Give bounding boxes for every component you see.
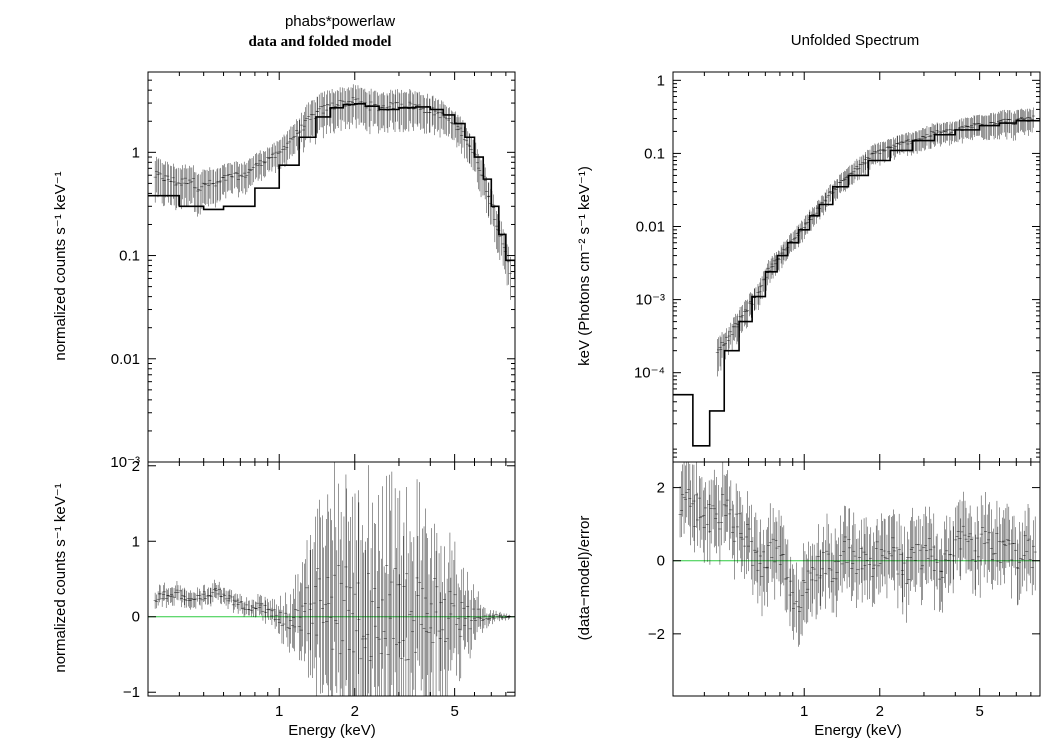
right-top-ytick-label: 0.01	[636, 219, 665, 236]
left-title: phabs*powerlaw	[285, 13, 395, 30]
left-bottom-xtick-label: 1	[275, 703, 283, 720]
right-top-ytick-label: 0.1	[644, 145, 665, 162]
right-top-ytick-label: 1	[657, 72, 665, 89]
right-bottom-panel: 2 0 −2 1 2 5	[648, 461, 1041, 720]
left-bottom-ytick-label: 1	[132, 533, 140, 550]
left-bottom-xtick-label: 2	[351, 703, 359, 720]
left-top-ytick-label: 1	[132, 144, 140, 161]
right-top-plot-area	[673, 107, 1040, 447]
folded-model-line	[148, 103, 515, 279]
right-bottom-xtick-label: 5	[975, 703, 983, 720]
left-top-panel: 1 0.1 0.01 10⁻³	[110, 71, 516, 471]
left-top-ytick-label: 0.01	[111, 351, 140, 368]
right-bottom-ytick-label: −2	[648, 626, 665, 643]
unfolded-model-line	[673, 118, 1040, 447]
right-bottom-plot-area	[673, 462, 1040, 647]
right-top-ylabel: keV (Photons cm⁻² s⁻¹ keV⁻¹)	[576, 166, 593, 366]
right-bottom-ylabel: (data−model)/error	[576, 516, 593, 641]
left-bottom-ylabel: normalized counts s⁻¹ keV⁻¹	[52, 483, 69, 672]
right-bottom-frame	[672, 461, 1041, 697]
right-bottom-xtick-label: 1	[800, 703, 808, 720]
left-top-ylabel: normalized counts s⁻¹ keV⁻¹	[52, 171, 69, 360]
left-bottom-ytick-label: 2	[132, 458, 140, 475]
left-bottom-ytick-label: −1	[123, 684, 140, 701]
right-bottom-ytick-label: 0	[657, 553, 665, 570]
left-top-ytick-label: 10⁻³	[110, 454, 140, 471]
left-bottom-xtick-label: 5	[450, 703, 458, 720]
right-top-ytick-label: 10⁻³	[635, 292, 665, 309]
right-xlabel: Energy (keV)	[814, 722, 902, 739]
left-subtitle: data and folded model	[249, 34, 392, 50]
right-top-panel: 1 0.1 0.01 10⁻³ 10⁻⁴	[634, 71, 1041, 463]
left-bottom-plot-area	[148, 462, 515, 696]
left-bottom-frame	[147, 461, 516, 697]
right-title: Unfolded Spectrum	[791, 32, 919, 49]
right-top-ytick-label: 10⁻⁴	[634, 365, 665, 382]
left-top-plot-area	[148, 84, 515, 300]
right-bottom-xtick-label: 2	[876, 703, 884, 720]
left-bottom-panel: 2 1 0 −1 1 2 5	[123, 458, 516, 720]
left-xlabel: Energy (keV)	[288, 722, 376, 739]
left-top-ytick-label: 0.1	[119, 248, 140, 265]
left-bottom-ytick-label: 0	[132, 609, 140, 626]
right-bottom-ytick-label: 2	[657, 480, 665, 497]
